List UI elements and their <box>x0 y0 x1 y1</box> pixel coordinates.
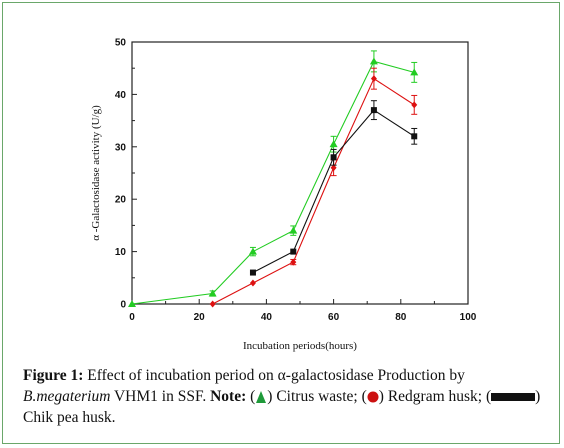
data-point-citrus <box>410 68 419 76</box>
x-tick-label: 40 <box>261 312 273 323</box>
data-point-redgram <box>209 300 216 308</box>
y-tick-label: 30 <box>115 142 127 153</box>
caption-text-1: Effect of incubation period on α-galacto… <box>83 367 465 384</box>
data-point-citrus <box>329 140 338 148</box>
line-chart: 0 20 40 60 80 100 0 10 20 30 40 50 Incubation period… <box>90 38 477 353</box>
caption-species: B.megaterium <box>23 388 111 405</box>
caption-note-label: Note: <box>210 388 247 405</box>
caption-text-2: VHM1 in SSF. <box>110 388 211 405</box>
x-tick-label: 20 <box>194 312 206 323</box>
y-tick-label: 40 <box>115 90 127 101</box>
x-tick-label: 80 <box>395 312 407 323</box>
y-axis-label: α -Galactosidase activity (U/g) <box>90 105 102 241</box>
data-point-chikpea <box>370 107 377 114</box>
data-point-citrus <box>289 226 298 234</box>
y-tick-label: 50 <box>115 38 127 49</box>
x-tick-label: 60 <box>328 312 340 323</box>
data-point-chikpea <box>290 248 297 255</box>
data-point-redgram <box>330 164 337 172</box>
data-point-citrus <box>369 57 378 65</box>
data-point-chikpea <box>411 133 418 140</box>
figure-frame: 0 20 40 60 80 100 0 10 20 30 40 50 Incubation period… <box>2 2 560 444</box>
caption-citrus: Citrus waste; <box>272 388 362 405</box>
data-point-redgram <box>249 279 256 287</box>
caption-redgram: Redgram husk; <box>383 388 486 405</box>
data-point-citrus <box>248 247 257 255</box>
y-tick-label: 10 <box>115 247 127 258</box>
x-tick-label: 100 <box>460 312 477 323</box>
plot-area <box>131 41 469 305</box>
data-point-citrus <box>128 300 136 307</box>
series-line-citrus <box>131 60 415 305</box>
caption-label: Figure 1: <box>23 367 84 384</box>
x-axis-label: Incubation periods(hours) <box>243 340 357 352</box>
y-tick-label: 0 <box>120 300 126 311</box>
circle-marker-icon <box>367 391 379 403</box>
data-point-redgram <box>370 75 377 83</box>
series-line-chikpea <box>252 109 415 274</box>
caption-chikpea: Chik pea husk. <box>23 409 116 426</box>
data-point-chikpea <box>330 154 337 161</box>
data-point-citrus <box>208 289 217 297</box>
figure-caption: Figure 1: Effect of incubation period on… <box>23 367 541 426</box>
y-tick-label: 20 <box>115 195 127 206</box>
data-point-redgram <box>290 258 297 266</box>
triangle-marker-icon <box>256 391 267 404</box>
x-tick-label: 0 <box>129 312 135 323</box>
series-line-redgram <box>212 77 415 305</box>
data-point-chikpea <box>249 269 256 276</box>
bar-marker-icon <box>491 393 536 402</box>
data-point-redgram <box>411 101 418 109</box>
